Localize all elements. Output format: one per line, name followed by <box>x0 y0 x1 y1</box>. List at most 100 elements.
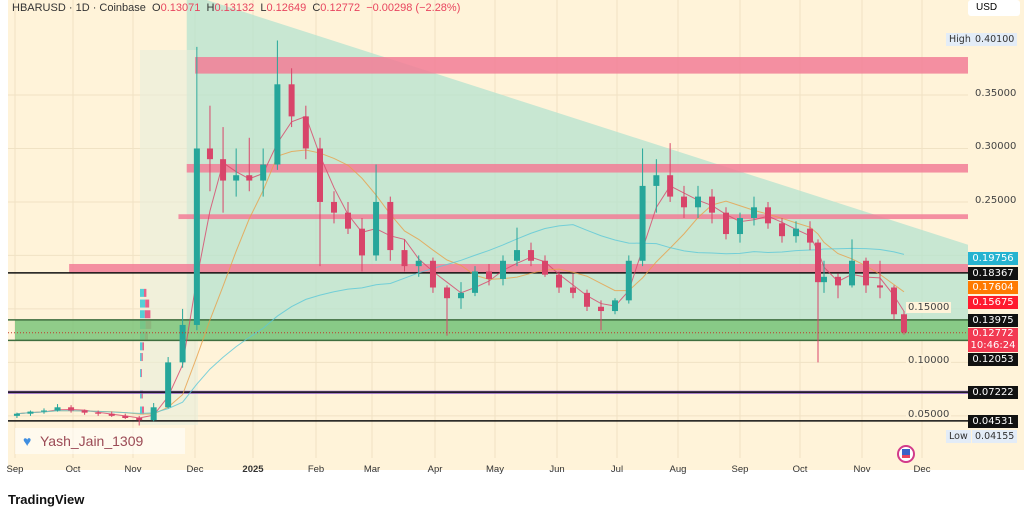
candle-body <box>877 285 883 288</box>
candle-body <box>556 274 562 288</box>
ma-long <box>16 224 905 415</box>
resistance-zone <box>69 263 969 273</box>
price-label-badge: 0.12053 <box>968 353 1018 366</box>
symbol[interactable]: HBARUSD <box>12 2 66 14</box>
support-zone <box>15 319 968 341</box>
candle-body <box>653 175 660 186</box>
candle-body <box>81 410 88 413</box>
candle-body <box>331 201 337 213</box>
candle-body <box>193 148 200 325</box>
candle-body <box>317 148 323 202</box>
candle-body <box>165 362 172 408</box>
high-label: High <box>946 33 974 46</box>
x-tick-label: Dec <box>186 464 204 475</box>
candle-body <box>695 196 701 208</box>
low-value: 0.04155 <box>972 430 1018 443</box>
x-tick-label: Dec <box>913 464 931 475</box>
flag-icon[interactable] <box>896 444 916 464</box>
candle-body <box>27 411 34 414</box>
price-label-badge: 0.12772 10:46:24 <box>968 328 1018 352</box>
candle-body <box>41 410 47 412</box>
volume-profile-bar <box>144 288 147 297</box>
candle-body <box>709 196 715 213</box>
candle-body <box>95 412 102 414</box>
price-label-badge: 0.04531 <box>968 415 1018 428</box>
candle-body <box>108 413 115 416</box>
candle-body <box>150 407 157 421</box>
x-tick-label: Feb <box>307 464 325 475</box>
candle-body <box>612 300 618 312</box>
candle-body <box>901 314 907 333</box>
open-label: O <box>152 2 161 14</box>
candle-body <box>625 260 632 301</box>
high-label: H <box>206 2 215 14</box>
price-label-badge: 0.17604 <box>968 281 1018 294</box>
candle-body <box>179 324 186 363</box>
volume-profile-bar <box>141 390 143 399</box>
chart-area[interactable] <box>8 0 1024 470</box>
volume-profile-bar <box>140 342 143 351</box>
volume-profile-bar <box>141 369 142 378</box>
candle-body <box>779 223 785 237</box>
candle-body <box>429 260 436 288</box>
x-tick-label: Apr <box>427 464 443 475</box>
candle-body <box>500 260 506 279</box>
watermark-text: Yash_Jain_1309 <box>40 433 144 449</box>
candle-body <box>274 84 281 165</box>
x-tick-label: Oct <box>792 464 808 475</box>
resistance-zone <box>186 163 968 173</box>
resistance-zone <box>178 214 968 220</box>
candle-body <box>815 242 821 283</box>
price-label-badge: 0.15675 <box>968 296 1018 309</box>
candle-body <box>68 407 75 411</box>
heart-icon: ♥ <box>23 433 32 449</box>
price-label-badge: 0.07222 <box>968 386 1018 399</box>
candle-body <box>373 201 380 256</box>
volume-profile-bar <box>145 299 150 308</box>
high-value: 0.13132 <box>214 2 255 14</box>
volume-profile-bar <box>140 369 142 378</box>
candle-body <box>737 217 743 235</box>
candle-body <box>751 207 757 218</box>
x-tick-label: Sep <box>6 464 24 475</box>
candle-body <box>793 228 799 237</box>
high-value: 0.40100 <box>972 33 1018 46</box>
price-plot[interactable] <box>8 0 1024 470</box>
change-value: −0.00298 (−2.28%) <box>366 2 461 14</box>
volume-profile-bar <box>140 310 145 319</box>
low-value: 0.12649 <box>266 2 307 14</box>
watermark: ♥ Yash_Jain_1309 <box>15 428 185 454</box>
volume-profile-bar <box>144 310 151 319</box>
resistance-zone <box>195 57 968 74</box>
candle-body <box>13 413 20 416</box>
y-tick-label: 0.35000 <box>975 88 1017 99</box>
candle-body <box>723 212 729 235</box>
x-tick-label: Aug <box>669 464 687 475</box>
candle-body <box>835 276 841 286</box>
currency-button[interactable]: USD <box>968 0 1020 16</box>
candle-body <box>233 175 240 181</box>
x-tick-label: Nov <box>124 464 142 475</box>
x-tick-label: Jun <box>549 464 565 475</box>
volume-profile-bar <box>140 353 142 362</box>
candle-body <box>458 292 464 299</box>
candle-body <box>359 228 365 256</box>
candle-body <box>54 407 61 411</box>
volume-profile-bar <box>140 390 142 399</box>
candle-body <box>765 207 771 224</box>
interval[interactable]: 1D <box>75 2 90 14</box>
volume-profile-bar <box>140 299 146 308</box>
candle-body <box>444 287 450 299</box>
candle-body <box>345 212 351 229</box>
candle-body <box>542 260 548 275</box>
volume-profile-bar <box>140 288 144 297</box>
candle-body <box>514 250 520 261</box>
candle-body <box>206 148 213 160</box>
x-tick-label: Oct <box>65 464 81 475</box>
candle-body <box>302 116 309 149</box>
x-tick-label: Jul <box>610 464 624 475</box>
close-value: 0.12772 <box>320 2 361 14</box>
candle-body <box>260 164 267 181</box>
x-tick-label: Sep <box>731 464 749 475</box>
exchange: Coinbase <box>99 2 146 14</box>
